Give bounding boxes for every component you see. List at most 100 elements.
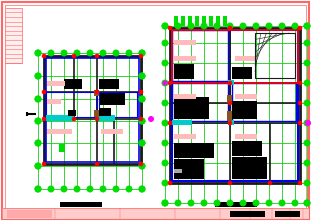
Circle shape	[35, 118, 41, 124]
Circle shape	[35, 96, 41, 102]
Circle shape	[163, 81, 167, 85]
Bar	[44, 56, 141, 164]
Bar	[174, 40, 196, 45]
Circle shape	[139, 140, 145, 146]
Circle shape	[228, 26, 232, 30]
Bar	[174, 56, 196, 61]
Bar	[255, 33, 295, 78]
Bar	[232, 141, 262, 156]
Circle shape	[35, 96, 41, 102]
Circle shape	[48, 50, 54, 56]
Circle shape	[188, 23, 194, 29]
Circle shape	[95, 54, 99, 58]
Circle shape	[162, 140, 168, 146]
Circle shape	[139, 90, 143, 94]
Circle shape	[175, 23, 181, 29]
Circle shape	[298, 81, 302, 85]
Circle shape	[304, 120, 310, 126]
Circle shape	[139, 50, 145, 56]
Bar	[7, 210, 52, 218]
Circle shape	[126, 186, 132, 192]
Circle shape	[214, 200, 220, 206]
Bar	[228, 120, 234, 125]
Bar	[174, 94, 196, 99]
Circle shape	[253, 23, 259, 29]
Bar	[232, 67, 252, 79]
Circle shape	[162, 200, 168, 206]
Bar	[209, 16, 213, 26]
Circle shape	[168, 26, 172, 30]
Circle shape	[162, 23, 168, 29]
Circle shape	[240, 23, 246, 29]
Bar	[99, 79, 119, 89]
Circle shape	[162, 120, 168, 126]
Circle shape	[228, 181, 232, 185]
Circle shape	[304, 200, 310, 206]
Circle shape	[42, 117, 46, 121]
Circle shape	[42, 54, 46, 58]
Bar	[275, 211, 300, 217]
Bar	[195, 16, 199, 26]
Bar	[215, 202, 257, 207]
Circle shape	[35, 50, 41, 56]
Bar	[47, 81, 65, 86]
Bar	[47, 99, 61, 104]
Circle shape	[87, 186, 93, 192]
Circle shape	[95, 117, 99, 121]
Circle shape	[228, 121, 232, 125]
Bar	[170, 28, 300, 183]
Circle shape	[139, 96, 145, 102]
Circle shape	[100, 50, 106, 56]
Circle shape	[139, 50, 145, 56]
Circle shape	[304, 60, 310, 66]
Circle shape	[292, 200, 298, 206]
Bar	[174, 16, 178, 26]
Bar	[223, 16, 227, 26]
Bar	[232, 83, 296, 121]
Circle shape	[95, 90, 99, 94]
Circle shape	[48, 186, 54, 192]
Circle shape	[42, 162, 46, 166]
Bar	[172, 30, 228, 81]
Circle shape	[113, 50, 119, 56]
Bar	[100, 93, 125, 105]
Circle shape	[126, 50, 132, 56]
Circle shape	[72, 117, 76, 121]
Circle shape	[304, 80, 310, 86]
Circle shape	[74, 186, 80, 192]
Circle shape	[227, 23, 233, 29]
Bar	[174, 169, 182, 173]
Bar	[227, 95, 232, 103]
Circle shape	[35, 73, 41, 79]
Circle shape	[139, 163, 145, 169]
Circle shape	[279, 200, 285, 206]
Circle shape	[298, 26, 302, 30]
Bar	[230, 211, 265, 217]
Circle shape	[168, 121, 172, 125]
Bar	[232, 101, 257, 119]
Bar	[5, 8, 22, 63]
Circle shape	[298, 121, 302, 125]
Bar	[174, 64, 194, 79]
Bar	[174, 134, 196, 139]
Bar	[97, 115, 115, 121]
Bar	[235, 56, 257, 61]
Circle shape	[72, 54, 76, 58]
Bar	[101, 129, 123, 134]
Bar	[181, 16, 185, 26]
Circle shape	[304, 200, 310, 206]
Bar	[172, 83, 228, 121]
Circle shape	[35, 163, 41, 169]
Circle shape	[162, 160, 168, 166]
Circle shape	[201, 23, 207, 29]
Bar	[172, 30, 298, 181]
Bar	[174, 159, 204, 179]
Circle shape	[139, 96, 145, 102]
Bar	[59, 144, 65, 152]
Circle shape	[139, 73, 145, 79]
Circle shape	[228, 81, 232, 85]
Circle shape	[95, 162, 99, 166]
Circle shape	[253, 200, 259, 206]
Circle shape	[100, 186, 106, 192]
Circle shape	[304, 100, 310, 106]
